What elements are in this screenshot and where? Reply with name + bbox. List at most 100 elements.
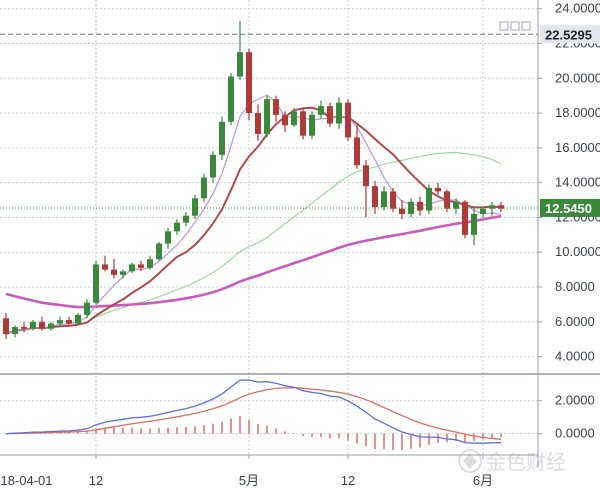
candle-body (300, 111, 306, 136)
candle-body (363, 165, 369, 187)
candle-body (327, 106, 333, 124)
candle-body (291, 111, 297, 126)
candle-body (228, 76, 234, 122)
candle-body (354, 137, 360, 166)
candle-down (273, 95, 279, 122)
candle-body (399, 208, 405, 214)
candle-down (399, 200, 405, 220)
ma-slow-line (86, 151, 502, 324)
candle-down (66, 316, 72, 326)
candle-down (462, 200, 468, 239)
candle-body (345, 102, 351, 138)
candle-body (66, 320, 72, 324)
candle-up (426, 184, 432, 214)
candle-body (39, 321, 45, 329)
candle-up (84, 299, 90, 319)
candle-body (111, 269, 117, 275)
candle-body (282, 114, 288, 126)
y-tick-label: 6.0000 (555, 314, 595, 329)
candle-up (93, 260, 99, 305)
candle-body (165, 231, 171, 244)
candle-body (255, 113, 261, 134)
candle-down (498, 201, 504, 213)
candle-body (93, 264, 99, 303)
ma-mid-line (5, 106, 502, 335)
candle-up (12, 325, 18, 338)
candle-up (489, 201, 495, 216)
candle-body (102, 264, 108, 270)
candle-down (282, 111, 288, 133)
candle-up (183, 212, 189, 227)
candle-body (372, 186, 378, 208)
candle-body (453, 201, 459, 209)
candle-body (246, 52, 252, 114)
x-tick-label: 2018-04-01 (0, 473, 53, 487)
candle-up (174, 219, 180, 235)
y-tick-label: 24.0000 (555, 1, 600, 16)
candle-down (246, 48, 252, 121)
candle-body (57, 320, 63, 324)
candle-down (255, 104, 261, 141)
macd-dif-line (5, 379, 502, 444)
candle-body (471, 213, 477, 235)
candle-body (498, 205, 504, 209)
candle-body (336, 102, 342, 124)
candle-body (480, 208, 486, 214)
candle-body (264, 99, 270, 134)
candle-up (75, 313, 81, 326)
candle-body (120, 271, 126, 275)
watermark-logo: 金色财经 (458, 449, 566, 474)
candle-body (381, 191, 387, 208)
candle-body (444, 191, 450, 209)
candle-body (174, 222, 180, 232)
candle-up (57, 316, 63, 328)
candle-down (39, 316, 45, 331)
candle-body (12, 327, 18, 334)
y-tick-label: 2.0000 (555, 393, 595, 408)
candle-body (426, 187, 432, 211)
candle-down (3, 313, 9, 340)
candle-up (219, 116, 225, 161)
candle-down (435, 182, 441, 195)
candle-body (147, 259, 153, 268)
candle-body (417, 201, 423, 211)
candle-down (417, 196, 423, 216)
candle-down (300, 107, 306, 140)
candle-body (309, 114, 315, 136)
y-tick-label: 20.0000 (555, 70, 600, 85)
candle-body (489, 205, 495, 209)
candle-up (147, 255, 153, 270)
watermark-text: 金色财经 (486, 451, 566, 474)
candle-down (111, 259, 117, 279)
candle-up (48, 321, 54, 331)
candle-down (354, 125, 360, 169)
candle-up (192, 194, 198, 220)
candle-up (228, 73, 234, 126)
y-tick-label: 0.0000 (555, 426, 595, 441)
candle-body (210, 154, 216, 178)
candle-up (201, 173, 207, 202)
candle-up (309, 111, 315, 140)
candle-up (480, 207, 486, 218)
candle-down (390, 187, 396, 213)
candle-up (336, 97, 342, 129)
candle-up (237, 20, 243, 81)
candle-up (291, 107, 297, 127)
candle-body (192, 198, 198, 216)
candle-body (201, 177, 207, 199)
price-label-bg (540, 25, 600, 44)
candle-body (273, 99, 279, 115)
candle-body (156, 243, 162, 260)
marker-icons (499, 21, 531, 31)
candle-body (219, 121, 225, 155)
macd-dea-line (5, 387, 502, 440)
candle-body (21, 327, 27, 329)
candle-up (264, 95, 270, 138)
y-tick-label: 8.0000 (555, 279, 595, 294)
y-tick-label: 4.0000 (555, 349, 595, 364)
price-lines (0, 33, 538, 209)
price-label: 22.5295 (540, 25, 600, 44)
candle-down (102, 255, 108, 272)
price-label-text: 12.5450 (545, 201, 592, 216)
candle-up (381, 186, 387, 211)
